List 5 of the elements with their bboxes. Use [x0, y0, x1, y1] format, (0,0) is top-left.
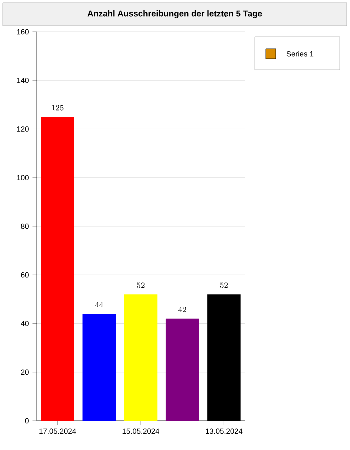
bar: [166, 318, 200, 421]
chart-title: Anzahl Ausschreibungen der letzten 5 Tage: [88, 10, 262, 18]
bar: [41, 117, 74, 421]
bar: [124, 294, 158, 421]
bar: [82, 314, 116, 421]
